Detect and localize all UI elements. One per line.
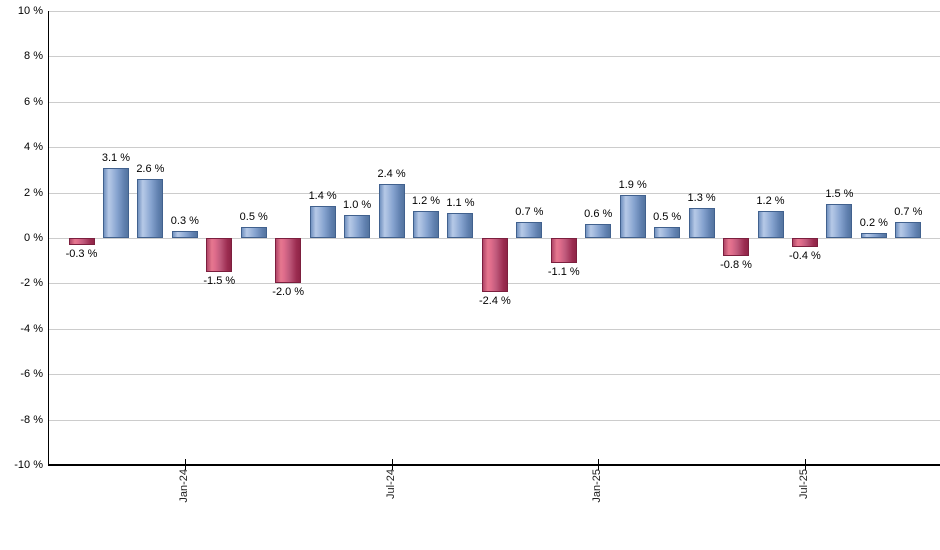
bar-positive <box>619 195 646 238</box>
bar-positive <box>447 213 474 238</box>
gridline <box>48 419 940 421</box>
bar-positive <box>309 206 336 238</box>
bar-positive <box>378 184 405 238</box>
bar-positive <box>240 227 267 238</box>
bar-value-label: 2.6 % <box>136 163 165 175</box>
x-axis-tick-label: Jul-25 <box>797 469 810 499</box>
bar-positive <box>516 222 543 238</box>
x-axis-tick <box>804 459 806 470</box>
x-axis-tick-label: Jul-24 <box>384 469 397 499</box>
bar-positive <box>757 211 784 238</box>
bar-value-label: 0.6 % <box>584 208 613 220</box>
bar-negative <box>275 238 302 283</box>
y-axis-line <box>48 11 49 465</box>
x-axis-tick <box>184 459 186 470</box>
bar-value-label: 0.5 % <box>239 211 268 223</box>
gridline <box>48 147 940 149</box>
bar-negative <box>791 238 818 247</box>
bar-value-label: -1.5 % <box>203 275 236 287</box>
y-axis-tick-label: -10 % <box>14 459 43 471</box>
bar-positive <box>585 224 612 238</box>
y-axis-tick-label: 6 % <box>24 95 43 108</box>
gridline <box>48 328 940 330</box>
x-axis-tick-label: Jan-24 <box>177 469 190 503</box>
bar-positive <box>860 233 887 238</box>
bar-negative <box>68 238 95 245</box>
y-axis-tick-label: -6 % <box>20 368 43 381</box>
bar-value-label: 1.5 % <box>825 188 854 200</box>
bar-positive <box>344 215 371 238</box>
bar-positive <box>895 222 922 238</box>
bar-positive <box>137 179 164 238</box>
y-axis-tick-label: -2 % <box>20 277 43 290</box>
bar-positive <box>171 231 198 238</box>
y-axis-tick-label: -4 % <box>20 322 43 335</box>
bar-value-label: -2.4 % <box>478 295 511 307</box>
y-axis-tick-label: 10 % <box>17 5 43 17</box>
bar-value-label: 1.9 % <box>618 179 647 191</box>
bar-negative <box>723 238 750 256</box>
x-axis-tick <box>391 459 393 470</box>
y-axis-tick-label: 4 % <box>24 141 43 154</box>
bar-value-label: 2.4 % <box>377 168 406 180</box>
bar-positive <box>826 204 853 238</box>
bar-value-label: 0.7 % <box>515 206 544 218</box>
bar-value-label: -0.4 % <box>789 250 821 262</box>
bar-positive <box>102 168 129 238</box>
x-axis-tick <box>598 459 600 470</box>
bar-value-label: 1.3 % <box>687 192 716 204</box>
x-axis-tick-label: Jan-25 <box>591 469 604 503</box>
bar-value-label: 0.3 % <box>170 215 199 227</box>
x-axis-line <box>48 464 940 466</box>
bar-value-label: 1.4 % <box>308 190 337 202</box>
bar-value-label: 0.7 % <box>894 206 923 218</box>
bar-negative <box>481 238 508 292</box>
bar-negative <box>206 238 233 272</box>
bar-value-label: 1.0 % <box>343 199 372 211</box>
gridline <box>48 192 940 194</box>
gridline <box>48 56 940 58</box>
bar-value-label: 1.2 % <box>411 195 441 207</box>
bar-value-label: -2.0 % <box>272 286 305 298</box>
y-axis-tick-label: 0 % <box>24 232 43 244</box>
bar-value-label: 0.2 % <box>859 217 888 229</box>
bar-positive <box>413 211 439 238</box>
bar-value-label: -0.8 % <box>720 259 752 271</box>
gridline <box>48 11 940 12</box>
gridline <box>48 101 940 103</box>
y-axis-tick-label: 2 % <box>24 186 43 199</box>
bar-value-label: 3.1 % <box>101 152 130 164</box>
bar-value-label: 1.1 % <box>446 197 475 209</box>
bar-negative <box>550 238 577 263</box>
y-axis-tick-label: 8 % <box>24 50 43 63</box>
bar-positive <box>688 208 715 238</box>
y-axis-tick-label: -8 % <box>20 413 43 426</box>
bar-value-label: 1.2 % <box>756 195 785 207</box>
bar-value-label: 0.5 % <box>653 211 682 223</box>
bar-value-label: -1.1 % <box>547 266 580 278</box>
gridline <box>48 374 940 376</box>
bar-value-label: -0.3 % <box>65 248 98 260</box>
bar-positive <box>654 227 681 238</box>
